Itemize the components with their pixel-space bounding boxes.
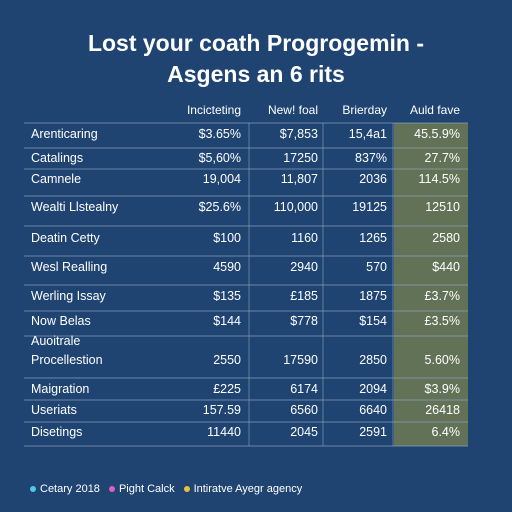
table-cell: 2045 [290,425,318,439]
table-cell: $5,60% [199,151,241,165]
table-cell: 570 [366,260,387,274]
row-label: Maigration [31,382,89,396]
table-cell: 157.59 [203,403,241,417]
chart-title-line-1: Lost your coath Progrogemin - [87,30,425,56]
table-cell: 6640 [359,403,387,417]
table-cell: 2580 [432,231,460,245]
table-cell: $25.6% [199,200,241,214]
table-cell: £3.7% [425,289,460,303]
legend: Cetary 2018 Pight Calck Intiratve Ayegr … [30,483,302,495]
table-cell: 26418 [425,403,460,417]
row-label: Now Belas [31,314,91,328]
table-cell: 17590 [283,353,318,367]
table-cell: $154 [359,314,387,328]
table-cell: 1875 [359,289,387,303]
table-cell: 11440 [207,425,241,439]
table-cell: 6.4% [432,425,461,439]
table-cell: $440 [432,260,460,274]
table-cell: 2550 [213,353,241,367]
table-cell: 11,807 [281,172,318,186]
column-header: Incicteting [187,103,241,117]
table-cell: 837% [355,151,387,165]
table-cell: $778 [290,314,318,328]
column-header: New! foal [268,103,318,117]
legend-dot-1 [30,486,36,492]
row-label: Useriats [31,403,77,417]
table-cell: 27.7% [425,151,460,165]
table-cell: 2940 [290,260,318,274]
table-cell: 19125 [352,200,387,214]
legend-dot-3 [183,486,190,492]
table-cell: $3.9% [425,382,460,396]
row-label: Deatin Cetty [31,231,101,245]
table-cell: 114.5% [419,172,460,186]
row-label: Wesl Realling [31,260,107,274]
table-cell: 6560 [290,403,318,417]
legend-label-3: Intiratve Ayegr agency [193,483,303,495]
legend-item-2: Pight Calck [108,483,175,495]
column-header: Auld fave [410,103,460,117]
table-cell: £225 [213,382,241,396]
chart-title: Lost your coath Progrogemin - Asgens an … [0,28,512,90]
table-cell: 45.5.9% [414,127,460,141]
column-header: Brierday [342,103,387,117]
table-cell: $100 [213,231,241,245]
table-cell: 15,4a1 [349,127,387,141]
row-label: Procellestion [31,353,103,367]
chart-title-line-2: Asgens an 6 rits [167,61,345,87]
table-cell: 17250 [283,151,318,165]
table-cell: £3.5% [425,314,460,328]
row-label: Arenticaring [31,127,98,141]
table-cell: $3.65% [199,127,241,141]
row-label: Wealti Llstealny [31,200,119,214]
table-cell: 1265 [359,231,387,245]
table-cell: 6174 [290,382,318,396]
row-label: Auoitrale [31,334,80,348]
table-cell: £185 [290,289,318,303]
table-cell: 1160 [291,231,318,245]
table-cell: $135 [213,289,241,303]
legend-dot-2 [108,486,115,492]
table-cell: 19,004 [203,172,241,186]
table-cell: 5.60% [425,353,460,367]
legend-label-1: Cetary 2018 [40,483,100,495]
table-cell: 2850 [359,353,387,367]
row-label: Catalings [31,151,83,165]
row-label: Disetings [31,425,82,439]
table-cell: 110,000 [274,200,318,214]
table-cell: $7,853 [280,127,318,141]
table-cell: 12510 [425,200,460,214]
legend-label-2: Pight Calck [118,483,175,495]
row-label: Werling Issay [31,289,107,303]
table-cell: 2591 [359,425,387,439]
table-cell: $144 [213,314,241,328]
row-label: Camnele [31,172,81,186]
table-cell: 2094 [359,382,387,396]
table-cell: 4590 [213,260,241,274]
table-cell: 2036 [359,172,387,186]
legend-item-1: Cetary 2018 [30,483,100,495]
legend-item-3: Intiratve Ayegr agency [183,483,303,495]
